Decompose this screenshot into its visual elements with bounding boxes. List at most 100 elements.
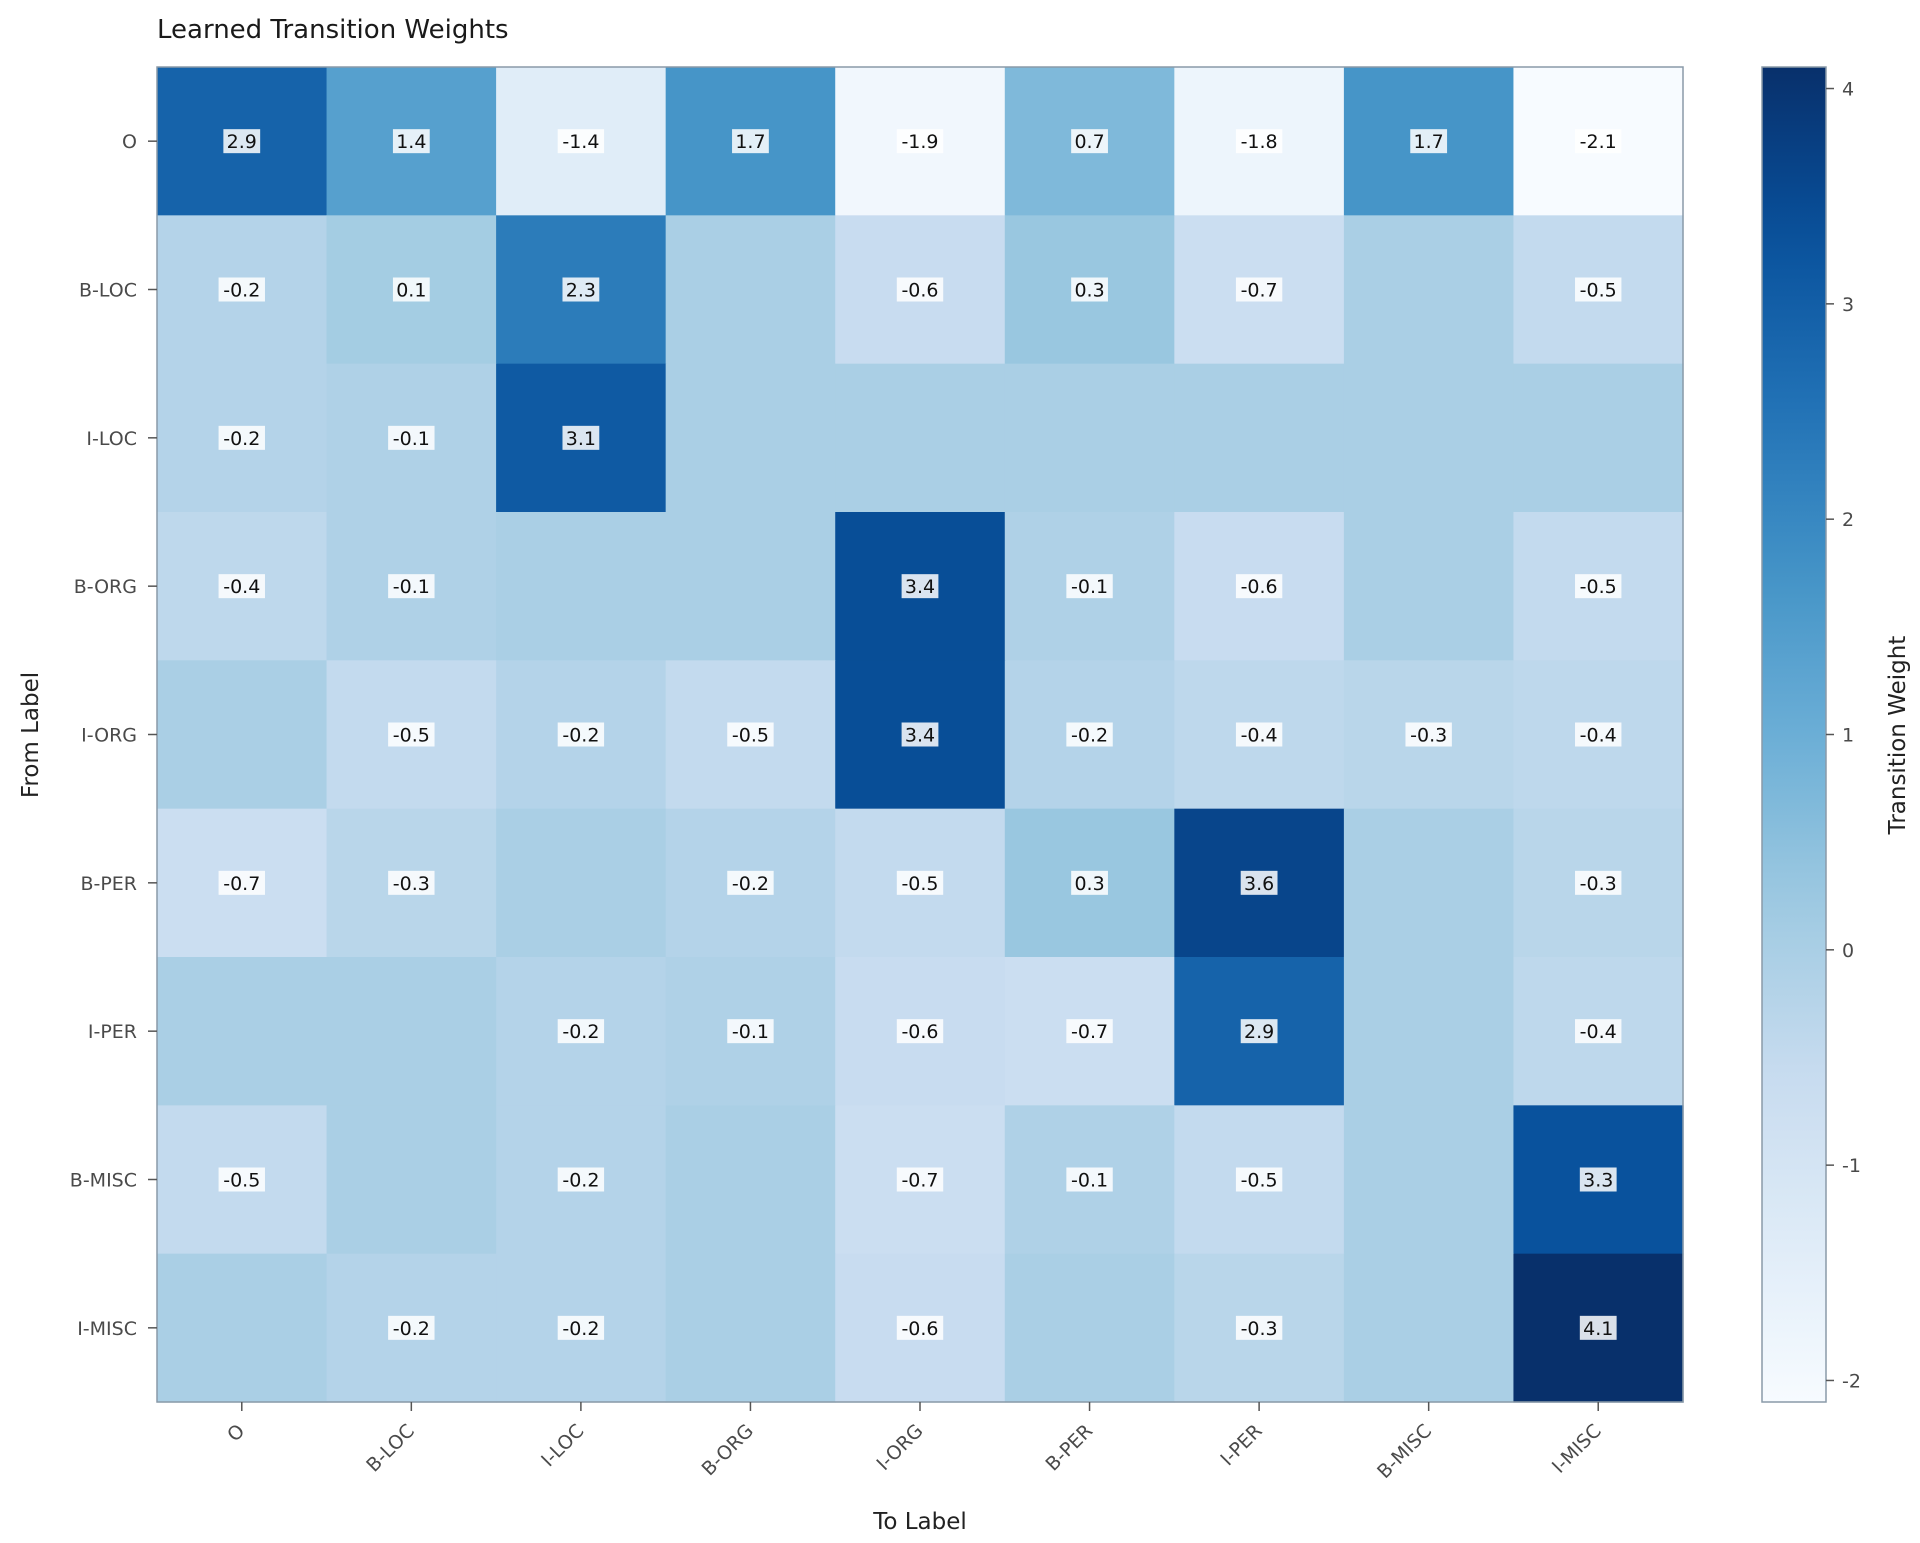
cell-label-bg <box>562 425 600 450</box>
colorbar-tick-label: -2 <box>1842 1370 1861 1392</box>
cell-value-label: -0.5 <box>1580 280 1617 302</box>
cell-value-label: -0.4 <box>223 576 260 598</box>
colorbar-tick-label: 1 <box>1842 725 1854 747</box>
cell-value-label: -0.2 <box>562 1021 599 1043</box>
cell-label-bg <box>1071 870 1108 895</box>
cell-label-bg <box>557 129 605 154</box>
cell-value-label: -0.1 <box>1071 576 1108 598</box>
heatmap-cell <box>665 215 836 365</box>
cell-value-label: -0.2 <box>393 1318 430 1340</box>
x-axis-ticks: O B-LOC I-LOC B-ORG I-ORG B-PER I-PER B-MISC I-M… <box>223 1402 1606 1483</box>
cell-label-bg <box>218 425 265 450</box>
cell-label-bg <box>1235 574 1283 599</box>
cell-label-bg <box>218 870 265 895</box>
colorbar-tick-label: 4 <box>1842 79 1854 101</box>
cell-label-bg <box>1405 722 1452 747</box>
cell-label-bg <box>727 1019 774 1044</box>
heatmap-cell <box>1343 808 1515 958</box>
cell-value-label: 1.4 <box>396 131 426 153</box>
cell-label-bg <box>218 574 265 599</box>
y-tick-label: B-MISC <box>70 1170 137 1192</box>
cell-label-bg <box>557 1167 605 1192</box>
cell-label-bg <box>388 574 435 599</box>
heatmap-cell <box>1513 363 1684 513</box>
chart-title: Learned Transition Weights <box>157 15 509 45</box>
cell-value-label: 3.6 <box>1244 873 1274 895</box>
heatmap-cell <box>665 1253 836 1403</box>
cell-value-label: -0.5 <box>1580 576 1617 598</box>
cell-value-label: -0.6 <box>901 1318 938 1340</box>
heatmap-cell <box>496 512 667 661</box>
x-tick-label: I-PER <box>1216 1420 1266 1470</box>
heatmap-cell <box>1343 363 1515 513</box>
cell-value-label: 2.9 <box>1244 1021 1274 1043</box>
cell-label-bg <box>727 870 774 895</box>
cell-label-bg <box>1235 722 1283 747</box>
cell-value-label: 2.3 <box>566 280 596 302</box>
cell-label-bg <box>1575 129 1622 154</box>
cell-value-label: 1.7 <box>735 131 765 153</box>
cell-value-label: -0.4 <box>1580 1021 1617 1043</box>
cell-value-label: -0.2 <box>1071 725 1108 747</box>
cell-value-label: -0.3 <box>1241 1318 1278 1340</box>
colorbar-tick-label: -1 <box>1842 1155 1861 1177</box>
cell-label-bg <box>1240 870 1278 895</box>
x-tick-label: I-MISC <box>1548 1420 1606 1478</box>
cell-value-label: 2.9 <box>227 131 257 153</box>
cell-label-bg <box>1071 277 1108 302</box>
cell-value-label: -0.2 <box>223 280 260 302</box>
cell-label-bg <box>896 277 944 302</box>
colorbar-tick-label: 3 <box>1842 294 1854 316</box>
colorbar-ticks: -2 -1 0 1 2 3 4 <box>1826 79 1861 1392</box>
cell-value-label: -0.7 <box>1241 280 1278 302</box>
cell-label-bg <box>896 870 944 895</box>
cell-value-label: -0.6 <box>901 1021 938 1043</box>
x-tick-label: B-LOC <box>362 1420 419 1477</box>
cell-label-bg <box>896 129 944 154</box>
y-tick-label: O <box>122 131 137 153</box>
y-axis-ticks: O B-LOC I-LOC B-ORG I-ORG B-PER I-PER B-MISC I-M… <box>70 131 157 1340</box>
cell-value-label: -1.9 <box>901 131 938 153</box>
cell-value-label: -0.5 <box>901 873 938 895</box>
cell-value-label: 0.1 <box>396 280 426 302</box>
y-tick-label: I-MISC <box>77 1318 137 1340</box>
cell-value-label: -0.6 <box>1241 576 1278 598</box>
cell-label-bg <box>1575 574 1622 599</box>
heatmap-cell <box>326 957 497 1106</box>
cell-value-label: 1.7 <box>1414 131 1444 153</box>
y-tick-label: I-PER <box>88 1021 137 1043</box>
cell-value-label: -0.3 <box>1580 873 1617 895</box>
cell-label-bg <box>1235 1167 1283 1192</box>
cell-value-label: 3.1 <box>566 428 596 450</box>
heatmap-cell <box>1004 1253 1175 1403</box>
y-tick-label: I-LOC <box>86 428 137 450</box>
x-tick-label: I-ORG <box>872 1420 927 1475</box>
cell-value-label: -0.2 <box>562 1170 599 1192</box>
cell-value-label: 3.4 <box>905 725 935 747</box>
cell-label-bg <box>218 277 265 302</box>
x-tick-label: B-PER <box>1042 1420 1098 1476</box>
cell-value-label: -0.3 <box>393 873 430 895</box>
heatmap-cell <box>496 808 667 958</box>
cell-value-label: -0.1 <box>393 576 430 598</box>
cell-value-label: -0.1 <box>393 428 430 450</box>
cell-value-label: 3.3 <box>1583 1170 1613 1192</box>
cell-label-bg <box>1235 277 1283 302</box>
cell-value-label: -0.5 <box>393 725 430 747</box>
x-tick-label: O <box>223 1420 249 1446</box>
x-tick-label: I-LOC <box>537 1420 588 1471</box>
cell-value-label: -2.1 <box>1580 131 1617 153</box>
y-axis-label: From Label <box>18 672 44 798</box>
cell-label-bg <box>1240 1019 1278 1044</box>
cell-label-bg <box>557 1315 605 1340</box>
x-tick-label: B-ORG <box>698 1420 758 1480</box>
cell-label-bg <box>1575 277 1622 302</box>
colorbar <box>1761 66 1827 1403</box>
heatmap-cell <box>326 1105 497 1255</box>
cell-label-bg <box>1066 1019 1113 1044</box>
cell-label-bg <box>732 129 769 154</box>
cell-value-label: -0.7 <box>223 873 260 895</box>
cell-value-label: -0.1 <box>732 1021 769 1043</box>
colorbar-tick-label: 2 <box>1842 509 1854 531</box>
